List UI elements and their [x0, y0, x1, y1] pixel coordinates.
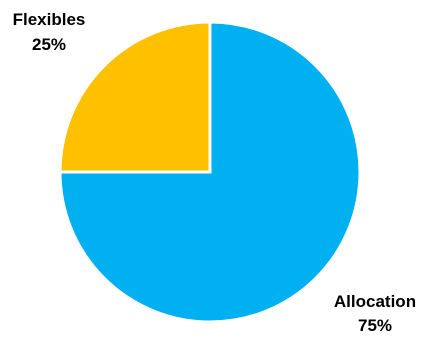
slice-label-value-allocation: 75% [358, 316, 392, 335]
slice-label-name-allocation: Allocation [334, 292, 416, 311]
pie-slice-flexibles [58, 20, 212, 174]
pie-slice-allocation [58, 20, 362, 324]
pie-slices [58, 20, 362, 324]
slice-label-value-flexibles: 25% [32, 35, 66, 54]
pie-data-labels: Allocation 75% Flexibles 25% [13, 10, 416, 335]
slice-label-name-flexibles: Flexibles [13, 10, 86, 29]
